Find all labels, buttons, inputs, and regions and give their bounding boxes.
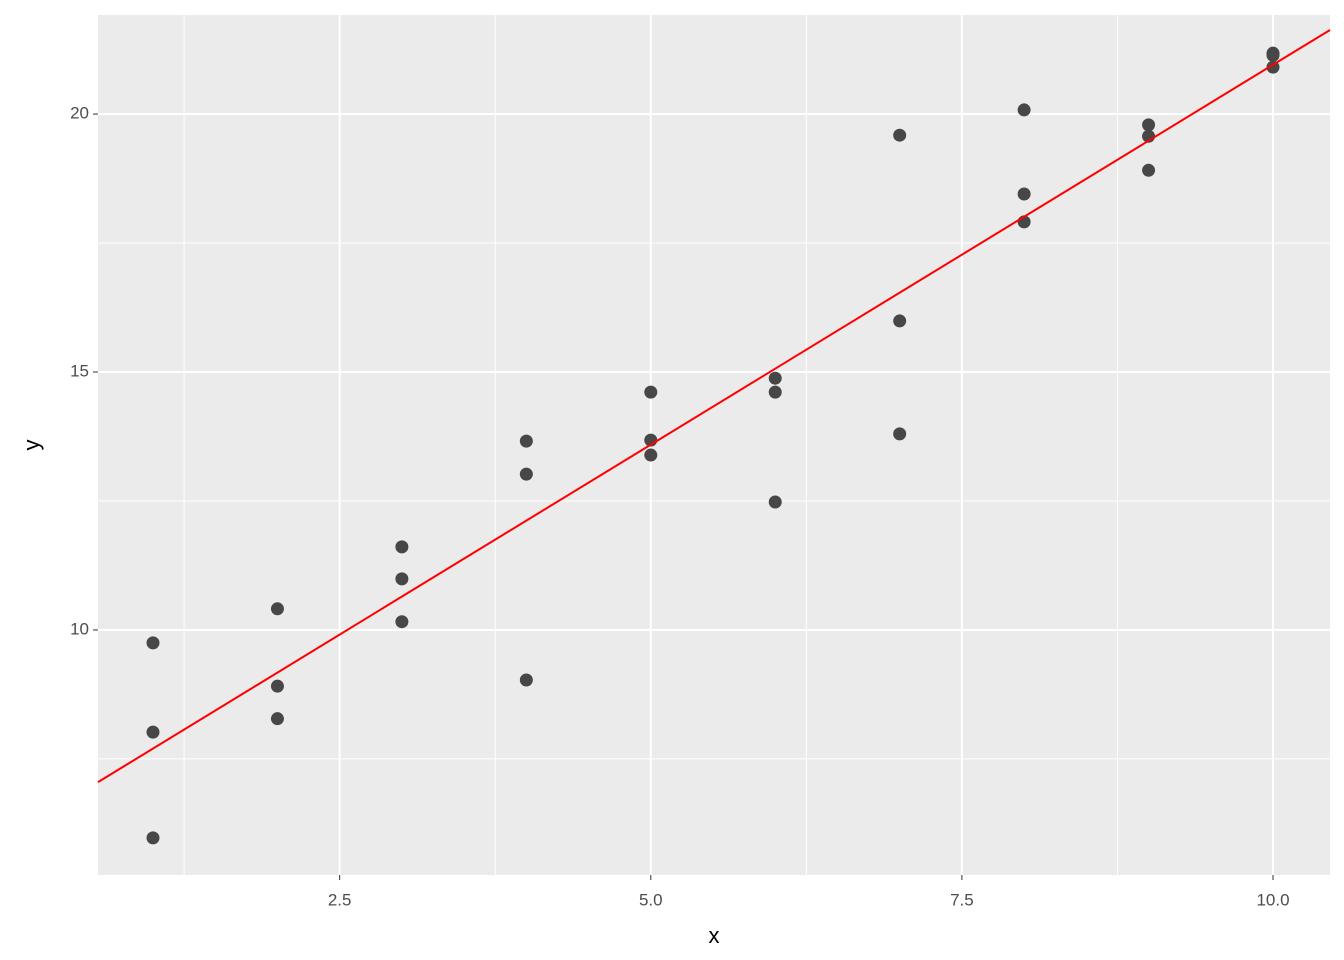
point bbox=[146, 725, 160, 739]
point bbox=[395, 572, 409, 586]
point bbox=[768, 371, 782, 385]
y-tick-label: 20 bbox=[70, 104, 89, 123]
x-tick-label: 10.0 bbox=[1256, 890, 1289, 909]
point bbox=[395, 615, 409, 629]
point bbox=[270, 712, 284, 726]
point bbox=[1017, 103, 1031, 117]
point bbox=[644, 385, 658, 399]
x-tick-label: 5.0 bbox=[639, 890, 663, 909]
point bbox=[893, 314, 907, 328]
point bbox=[270, 602, 284, 616]
fit-line bbox=[97, 29, 1331, 783]
panel bbox=[98, 15, 1330, 875]
x-tick-label: 7.5 bbox=[950, 890, 974, 909]
x-tick-label: 2.5 bbox=[328, 890, 352, 909]
y-tick-label: 10 bbox=[70, 619, 89, 638]
point bbox=[395, 540, 409, 554]
point bbox=[146, 636, 160, 650]
point bbox=[768, 385, 782, 399]
point bbox=[1017, 187, 1031, 201]
point bbox=[644, 448, 658, 462]
point bbox=[1142, 118, 1156, 132]
y-tick-label: 15 bbox=[70, 361, 89, 380]
point bbox=[1142, 163, 1156, 177]
point bbox=[146, 831, 160, 845]
point bbox=[768, 495, 782, 509]
point bbox=[270, 679, 284, 693]
y-axis-title: y bbox=[19, 440, 44, 451]
point bbox=[519, 673, 533, 687]
x-axis-title: x bbox=[709, 923, 720, 948]
point bbox=[893, 128, 907, 142]
point bbox=[519, 467, 533, 481]
point bbox=[519, 434, 533, 448]
point bbox=[1266, 48, 1280, 62]
point bbox=[893, 427, 907, 441]
